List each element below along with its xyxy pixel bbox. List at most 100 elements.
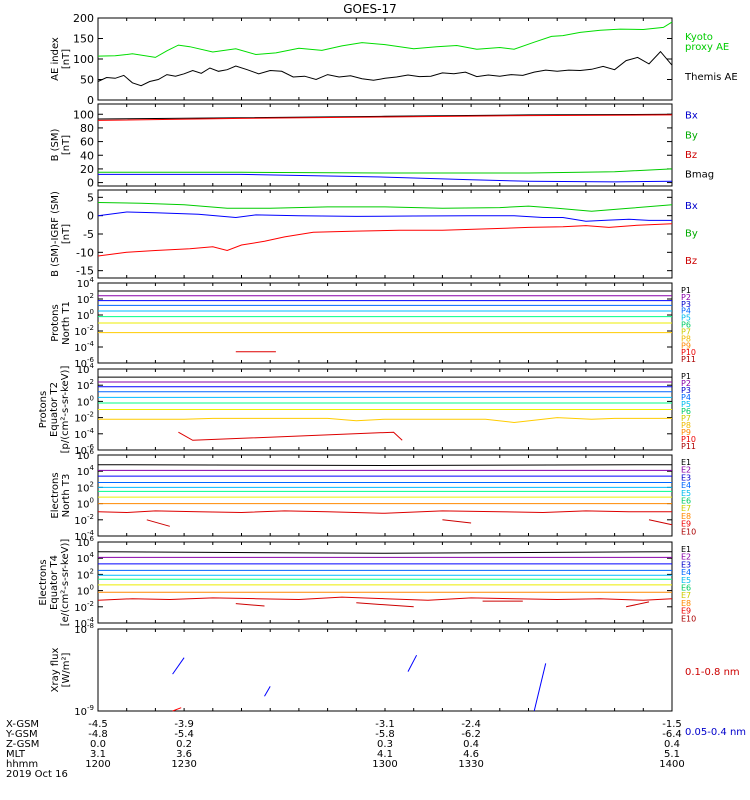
legend-label: P11	[681, 442, 696, 451]
y-axis-label: [nT]	[61, 224, 72, 244]
x-tick-value: -5.4	[174, 729, 194, 740]
panel-frame	[97, 628, 673, 712]
legend-label: P1	[681, 286, 691, 295]
y-axis-label: Electrons	[38, 559, 49, 605]
x-row-label: Y-GSM	[5, 729, 38, 740]
series-line	[97, 113, 673, 120]
x-tick-value: 4.6	[463, 749, 479, 760]
legend-label: P10	[681, 435, 696, 444]
series-line	[97, 21, 673, 58]
x-tick-value: 0.4	[664, 739, 680, 750]
series-line	[648, 519, 673, 526]
legend-label: E6	[681, 584, 691, 593]
series-line	[235, 603, 265, 607]
series-line	[356, 602, 414, 608]
x-tick-value: 1330	[458, 759, 483, 770]
panel-3: -15 -10 -5 0 5 B (SM)-IGRF (SM) [nT] Bx By Bz	[50, 189, 698, 279]
legend-label: E8	[681, 599, 691, 608]
x-tick-value: 0.3	[377, 739, 393, 750]
x-tick-value: 0.0	[90, 739, 106, 750]
legend-label: E5	[681, 489, 691, 498]
y-axis-label: [nT]	[61, 135, 72, 155]
legend-label: P8	[681, 334, 691, 343]
series-line	[97, 510, 672, 514]
series-line	[178, 431, 403, 441]
legend-label: Bz	[685, 256, 697, 267]
legend-label: E10	[681, 614, 696, 623]
y-tick-label: 10-2	[74, 600, 94, 614]
y-axis-label: North T1	[61, 301, 72, 345]
x-tick-value: 3.1	[90, 749, 106, 760]
y-tick-label: 104	[77, 464, 95, 478]
y-tick-label: 100	[73, 53, 94, 66]
series-line	[98, 168, 673, 174]
panel-frame	[97, 541, 673, 624]
legend-label: P10	[681, 348, 696, 357]
date-label: 2019 Oct 16	[6, 769, 68, 780]
panel-4: 104 102 100 10-2 10-4 10-6 Protons North T1 P1P2…	[50, 276, 696, 370]
legend-label: E1	[681, 545, 691, 554]
series-line	[533, 663, 547, 712]
series-line	[172, 707, 182, 712]
y-tick-label: 100	[73, 108, 94, 121]
series-line	[97, 114, 673, 121]
x-tick-value: 0.2	[176, 739, 192, 750]
y-tick-label: 100	[77, 394, 94, 408]
series-line	[97, 464, 673, 467]
series-line	[97, 50, 673, 87]
legend-label: P4	[681, 393, 691, 402]
legend-label: P3	[681, 300, 691, 309]
legend-label: E7	[681, 591, 691, 600]
y-tick-label: 102	[77, 378, 94, 392]
y-tick-label: 10-2	[74, 324, 94, 338]
y-tick-label: 100	[77, 584, 94, 598]
y-tick-label: 10-6	[74, 356, 94, 370]
series-line	[97, 223, 673, 257]
y-tick-label: 10-2	[74, 513, 94, 527]
legend-label: E8	[681, 512, 691, 521]
legend-label: P11	[681, 355, 696, 364]
legend-label: P6	[681, 321, 691, 330]
y-tick-label: -5	[83, 228, 94, 241]
y-tick-label: 0	[87, 177, 94, 190]
series-line	[625, 601, 650, 608]
legend-label: E2	[681, 553, 691, 562]
legend-label: E3	[681, 473, 691, 482]
legend-label: P2	[681, 379, 691, 388]
y-tick-label: 10-4	[74, 529, 94, 543]
y-tick-label: 104	[77, 551, 95, 565]
y-axis-label: Electrons	[50, 472, 61, 518]
legend-label: 0.1-0.8 nm	[685, 667, 740, 678]
y-axis-label: [W/m²]	[61, 652, 72, 687]
x-row-label: hhmm	[6, 759, 38, 770]
y-tick-label: 150	[73, 33, 94, 46]
y-axis-label: Protons	[38, 391, 49, 428]
y-tick-label: 106	[77, 535, 95, 549]
x-tick-value: -2.4	[461, 719, 481, 730]
y-tick-label: 20	[80, 163, 94, 176]
x-tick-value: -5.8	[375, 729, 395, 740]
x-tick-value: 3.6	[176, 749, 192, 760]
y-axis-label: B (SM)	[50, 128, 61, 161]
x-tick-value: -3.1	[375, 719, 395, 730]
x-tick-value: 0.4	[463, 739, 479, 750]
y-axis-label: B (SM)-IGRF (SM)	[50, 191, 61, 277]
y-tick-label: 10-4	[74, 616, 94, 630]
legend-label: Kyoto	[685, 32, 713, 43]
y-axis-label: [e/(cm²-s-sr-keV)]	[60, 539, 71, 627]
series-line	[97, 551, 673, 554]
y-tick-label: 102	[77, 480, 94, 494]
y-tick-label: -10	[76, 246, 94, 259]
legend-label: Themis AE	[684, 72, 738, 83]
legend-label: E3	[681, 560, 691, 569]
y-tick-label: 10-2	[74, 411, 94, 425]
legend-label: P6	[681, 407, 691, 416]
y-axis-label: Equator T2	[49, 382, 60, 437]
x-tick-value: 1400	[659, 759, 684, 770]
series-line	[97, 202, 673, 212]
x-tick-value: -3.9	[174, 719, 194, 730]
y-tick-label: 200	[73, 12, 94, 25]
